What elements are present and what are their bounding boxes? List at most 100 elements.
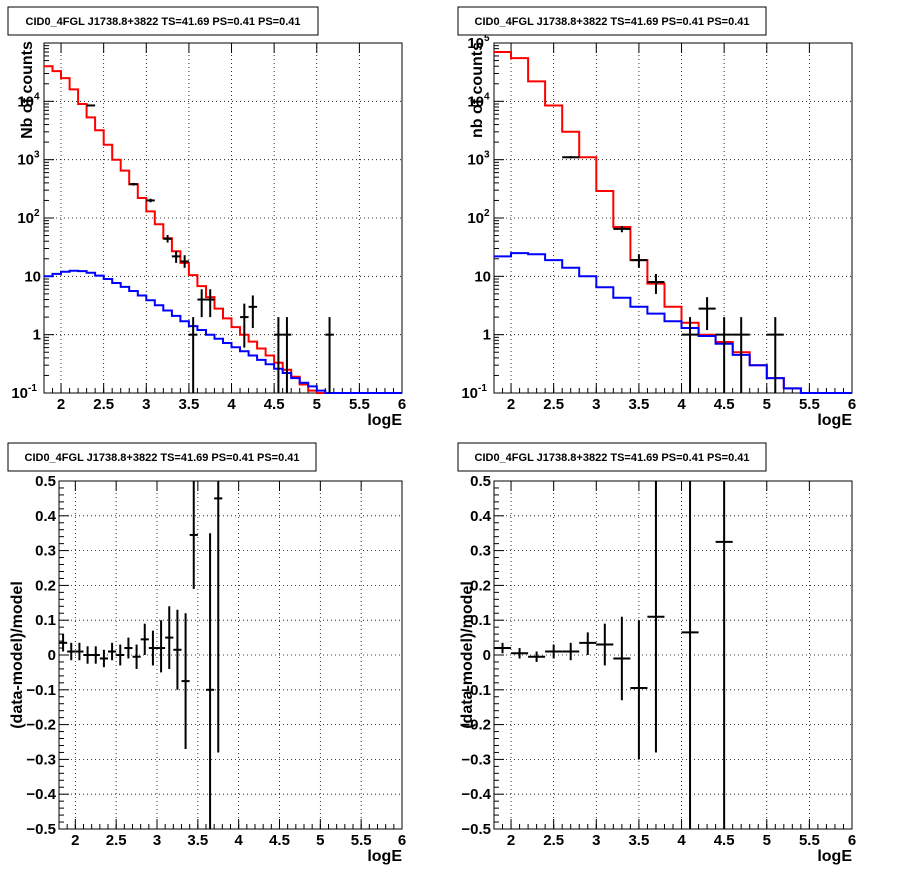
plot-frame (58, 480, 403, 830)
y-axis-title: Nb of counts (19, 41, 36, 139)
y-axis-title: (data-model)/model (459, 581, 476, 729)
data-point (140, 623, 149, 655)
data-point (579, 632, 597, 655)
y-tick-exponent: 3 (484, 150, 490, 161)
y-tick-label: 10 (461, 385, 478, 402)
x-tick-label: 3.5 (187, 832, 208, 849)
data-point (214, 481, 223, 753)
x-tick-label: 4.5 (269, 832, 290, 849)
x-tick-label: 3.5 (628, 396, 649, 413)
x-tick-label: 4.5 (714, 396, 735, 413)
plot-title-box: CID0_4FGL J1738.8+3822 TS=41.69 PS=0.41 … (457, 442, 767, 472)
y-tick-label: 10 (467, 210, 484, 227)
data-point (163, 235, 172, 243)
plot-title: CID0_4FGL J1738.8+3822 TS=41.69 PS=0.41 … (25, 452, 300, 464)
y-tick-label: 0 (483, 647, 491, 664)
x-tick-label: 2 (507, 832, 515, 849)
data-point (205, 289, 215, 318)
x-tick-label: 6 (848, 832, 856, 849)
x-tick-label: 3.5 (628, 832, 649, 849)
x-tick-label: 6 (398, 832, 406, 849)
x-tick-label: 2 (71, 832, 79, 849)
x-tick-label: 2.5 (106, 832, 127, 849)
x-axis-title: logE (817, 412, 852, 429)
plot-title: CID0_4FGL J1738.8+3822 TS=41.69 PS=0.41 … (26, 16, 301, 28)
y-tick-label: −0.3 (26, 751, 56, 768)
x-tick-label: 4 (677, 832, 686, 849)
y-tick-exponent: 4 (484, 91, 490, 102)
data-point (189, 481, 198, 589)
y-tick-exponent: 2 (484, 208, 490, 219)
x-tick-label: 5.5 (799, 832, 820, 849)
y-tick-label: 0.3 (35, 543, 56, 560)
x-tick-label: 4.5 (264, 396, 285, 413)
y-tick-label: −0.5 (26, 821, 56, 838)
y-axis-title: (data-model)/model (9, 581, 26, 729)
data-point (698, 297, 716, 331)
data-point (124, 637, 133, 659)
x-tick-label: 4.5 (714, 832, 735, 849)
data-point (146, 198, 155, 203)
x-tick-label: 3 (153, 832, 161, 849)
plot-title-frame (457, 6, 767, 36)
plot-title: CID0_4FGL J1738.8+3822 TS=41.69 PS=0.41 … (475, 16, 750, 28)
data-point (494, 642, 512, 654)
data-point (325, 317, 334, 393)
y-tick-label: 10 (17, 210, 34, 227)
y-tick-label: 0.5 (470, 473, 491, 490)
y-tick-label: −0.2 (26, 717, 56, 734)
plot-title-frame (7, 6, 319, 36)
x-axis-title: logE (367, 848, 402, 865)
x-tick-label: 6 (398, 396, 406, 413)
data-point (528, 651, 546, 662)
x-tick-label: 2 (507, 396, 515, 413)
y-tick-label: −0.4 (461, 786, 491, 803)
data-point (715, 481, 733, 829)
y-tick-label: −0.5 (461, 821, 491, 838)
y-tick-exponent: -1 (478, 383, 487, 394)
x-tick-label: 5 (763, 832, 771, 849)
data-point (86, 104, 96, 107)
data-point (715, 317, 733, 393)
y-tick-label: −0.3 (461, 751, 491, 768)
y-tick-label: 10 (24, 268, 41, 285)
series-line-blue (494, 252, 852, 394)
data-point (206, 533, 215, 829)
data-point (647, 273, 665, 294)
y-tick-label: −0.1 (26, 682, 56, 699)
y-tick-label: 0 (48, 647, 56, 664)
y-tick-label: 1 (33, 327, 41, 344)
data-point (59, 634, 68, 652)
plot-title: CID0_4FGL J1738.8+3822 TS=41.69 PS=0.41 … (475, 452, 750, 464)
y-tick-exponent: 3 (34, 150, 40, 161)
data-point (613, 616, 631, 701)
data-point (647, 481, 665, 753)
data-point (732, 317, 750, 393)
x-tick-label: 2.5 (543, 396, 564, 413)
data-point (181, 613, 190, 749)
y-tick-label: 10 (467, 152, 484, 169)
y-tick-label: 0.2 (35, 577, 56, 594)
x-tick-label: 4 (227, 396, 236, 413)
y-tick-exponent: 2 (34, 208, 40, 219)
y-tick-label: −0.2 (461, 717, 491, 734)
x-axis-title: logE (817, 848, 852, 865)
data-point (681, 481, 699, 829)
data-point (562, 642, 580, 661)
data-point (188, 317, 198, 393)
x-tick-label: 5.5 (799, 396, 820, 413)
data-point (282, 317, 292, 393)
data-point (108, 642, 117, 661)
x-tick-label: 5.5 (351, 832, 372, 849)
y-tick-label: 0.4 (470, 508, 492, 525)
data-point (165, 606, 174, 669)
data-point (766, 317, 784, 393)
x-tick-label: 5 (763, 396, 771, 413)
y-tick-label: 10 (467, 35, 484, 52)
x-tick-label: 5 (313, 396, 321, 413)
y-tick-label: 0.4 (35, 508, 57, 525)
y-tick-label: 10 (11, 385, 28, 402)
x-axis-title: logE (367, 412, 402, 429)
